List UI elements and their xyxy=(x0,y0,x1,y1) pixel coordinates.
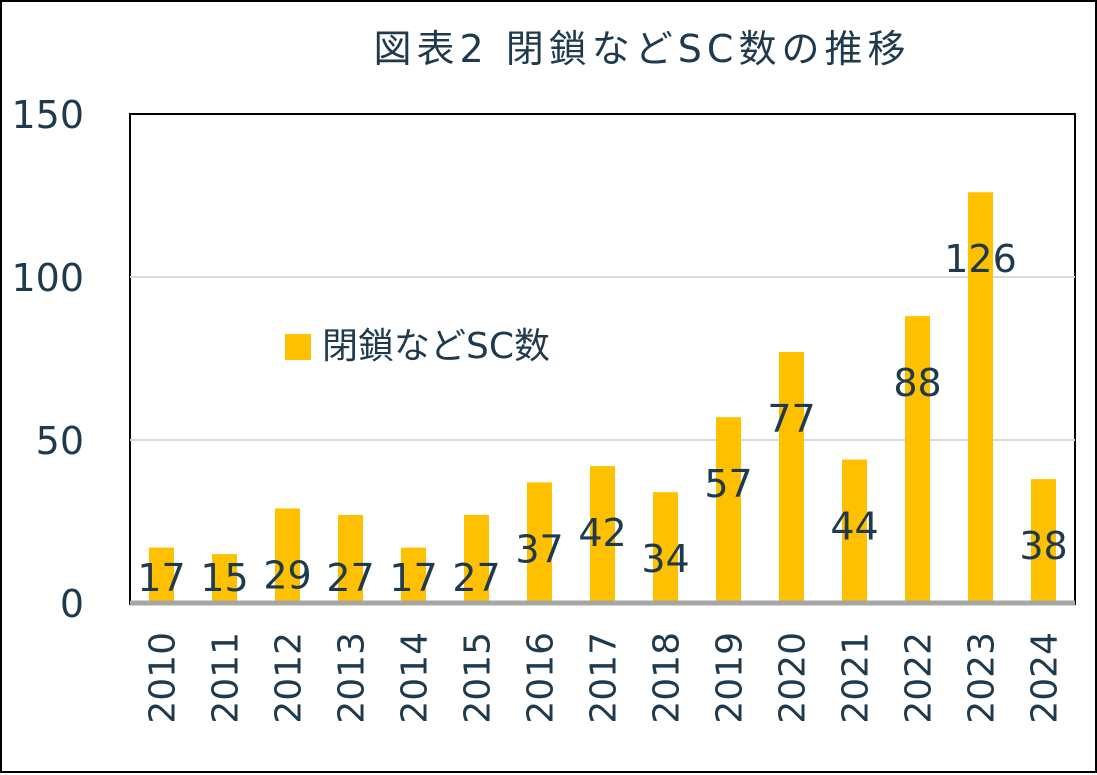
gridlines xyxy=(130,276,1075,441)
data-label: 27 xyxy=(452,556,500,600)
x-tick-label: 2016 xyxy=(521,632,562,724)
data-label: 37 xyxy=(515,527,563,571)
bar xyxy=(842,459,867,603)
bar xyxy=(716,417,741,603)
y-tick-label: 0 xyxy=(60,582,84,626)
y-axis-tick-labels: 0 50 100 150 xyxy=(11,93,84,626)
bar xyxy=(968,192,993,604)
bar xyxy=(212,554,237,603)
x-tick-label: 2024 xyxy=(1025,632,1066,724)
data-label: 17 xyxy=(389,556,437,600)
y-tick-label: 100 xyxy=(11,256,84,300)
x-tick-label: 2015 xyxy=(458,632,499,724)
x-axis-tick-labels: 2010 2011 2012 2013 2014 2015 2016 2017 2018 2019… xyxy=(143,632,1066,724)
bar xyxy=(1031,479,1056,603)
x-tick-label: 2013 xyxy=(332,632,373,724)
bar xyxy=(275,508,300,603)
legend-label: 閉鎖などSC数 xyxy=(322,326,550,367)
bar xyxy=(527,482,552,603)
data-label: 44 xyxy=(830,505,878,549)
legend: 閉鎖などSC数 xyxy=(285,326,550,367)
x-tick-label: 2011 xyxy=(206,632,247,724)
x-tick-label: 2017 xyxy=(584,632,625,724)
x-tick-label: 2022 xyxy=(899,632,940,724)
data-label: 29 xyxy=(263,553,311,597)
data-labels: 17 15 29 27 17 27 37 42 34 57 77 44 88 126 38 xyxy=(137,237,1067,600)
bar xyxy=(779,351,804,603)
x-tick-label: 2023 xyxy=(962,632,1003,724)
bar xyxy=(653,492,678,603)
bars xyxy=(149,192,1056,604)
bar xyxy=(464,514,489,603)
data-label: 88 xyxy=(893,361,941,405)
x-tick-label: 2021 xyxy=(836,632,877,724)
data-label: 38 xyxy=(1019,524,1067,568)
y-tick-label: 50 xyxy=(36,419,84,463)
bar xyxy=(905,316,930,603)
bar xyxy=(338,514,363,603)
x-tick-label: 2012 xyxy=(269,632,310,724)
data-label: 17 xyxy=(137,556,185,600)
data-label: 77 xyxy=(767,397,815,441)
x-tick-label: 2014 xyxy=(395,632,436,724)
data-label: 34 xyxy=(641,537,689,581)
legend-swatch xyxy=(285,334,311,360)
x-tick-label: 2019 xyxy=(710,632,751,724)
bar xyxy=(149,547,174,603)
chart-title: 図表2 閉鎖などSC数の推移 xyxy=(374,27,911,71)
y-tick-label: 150 xyxy=(11,93,84,137)
data-label: 42 xyxy=(578,511,626,555)
data-label: 57 xyxy=(704,462,752,506)
data-label: 27 xyxy=(326,556,374,600)
bar xyxy=(401,547,426,603)
x-tick-label: 2020 xyxy=(773,632,814,724)
x-tick-label: 2018 xyxy=(647,632,688,724)
bar xyxy=(590,466,615,603)
data-label: 15 xyxy=(200,556,248,600)
data-label: 126 xyxy=(944,237,1017,281)
x-tick-label: 2010 xyxy=(143,632,184,724)
